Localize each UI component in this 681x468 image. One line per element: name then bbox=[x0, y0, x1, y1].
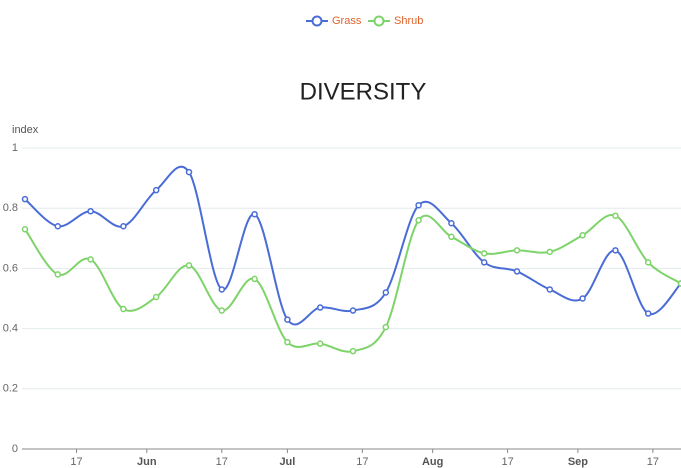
data-point bbox=[284, 316, 291, 323]
x-tick-label: Aug bbox=[422, 456, 443, 468]
data-point bbox=[218, 307, 226, 314]
data-point bbox=[349, 307, 357, 314]
data-point bbox=[546, 248, 554, 256]
data-point bbox=[480, 250, 488, 257]
x-tick-label: Jun bbox=[137, 456, 157, 468]
chart-title: DIVERSITY bbox=[300, 78, 427, 105]
data-point bbox=[579, 232, 586, 239]
data-point bbox=[21, 195, 29, 203]
data-point bbox=[513, 247, 521, 254]
data-point bbox=[677, 280, 681, 287]
data-point bbox=[152, 186, 160, 194]
x-tick-label: 17 bbox=[647, 456, 659, 468]
data-point bbox=[382, 289, 390, 296]
data-point bbox=[480, 259, 488, 266]
data-point bbox=[284, 338, 291, 346]
y-tick-label: 0.4 bbox=[3, 323, 18, 335]
data-point bbox=[185, 168, 193, 176]
data-point bbox=[382, 323, 390, 331]
legend-icon[interactable] bbox=[311, 15, 323, 27]
data-point bbox=[87, 256, 94, 263]
data-point bbox=[415, 201, 422, 209]
data-point bbox=[120, 223, 127, 230]
y-tick-label: 0.8 bbox=[3, 202, 18, 214]
data-point bbox=[513, 268, 521, 275]
x-tick-label: Sep bbox=[568, 456, 588, 468]
data-point bbox=[120, 305, 127, 313]
y-axis-label: index bbox=[12, 124, 39, 136]
data-point bbox=[415, 216, 422, 224]
data-point bbox=[87, 207, 94, 215]
data-point bbox=[21, 226, 29, 233]
data-point bbox=[644, 310, 652, 317]
data-point bbox=[251, 275, 258, 283]
data-point bbox=[152, 293, 160, 301]
legend-label[interactable]: Grass bbox=[332, 15, 362, 27]
data-point bbox=[546, 286, 554, 293]
data-point bbox=[644, 259, 652, 266]
data-point bbox=[316, 304, 324, 311]
data-point bbox=[251, 210, 258, 218]
x-tick-label: Jul bbox=[279, 456, 295, 468]
data-point bbox=[54, 271, 62, 278]
series-line bbox=[24, 165, 681, 326]
data-point bbox=[349, 347, 357, 355]
data-point bbox=[612, 212, 619, 219]
data-point bbox=[185, 262, 193, 269]
y-tick-label: 1 bbox=[12, 142, 18, 154]
legend-label[interactable]: Shrub bbox=[394, 15, 423, 27]
data-point bbox=[448, 220, 455, 227]
data-point bbox=[54, 223, 62, 230]
y-tick-label: 0 bbox=[12, 443, 18, 455]
data-point bbox=[316, 340, 324, 347]
y-tick-label: 0.2 bbox=[3, 383, 18, 395]
x-tick-label: 17 bbox=[70, 456, 82, 468]
data-point bbox=[612, 247, 619, 254]
x-tick-label: 17 bbox=[216, 456, 228, 468]
x-tick-label: 17 bbox=[502, 456, 514, 468]
data-point bbox=[218, 286, 226, 293]
data-point bbox=[448, 233, 455, 241]
y-tick-label: 0.6 bbox=[3, 262, 18, 274]
x-tick-label: 17 bbox=[356, 456, 368, 468]
legend-icon[interactable] bbox=[373, 15, 385, 27]
data-point bbox=[579, 295, 586, 302]
